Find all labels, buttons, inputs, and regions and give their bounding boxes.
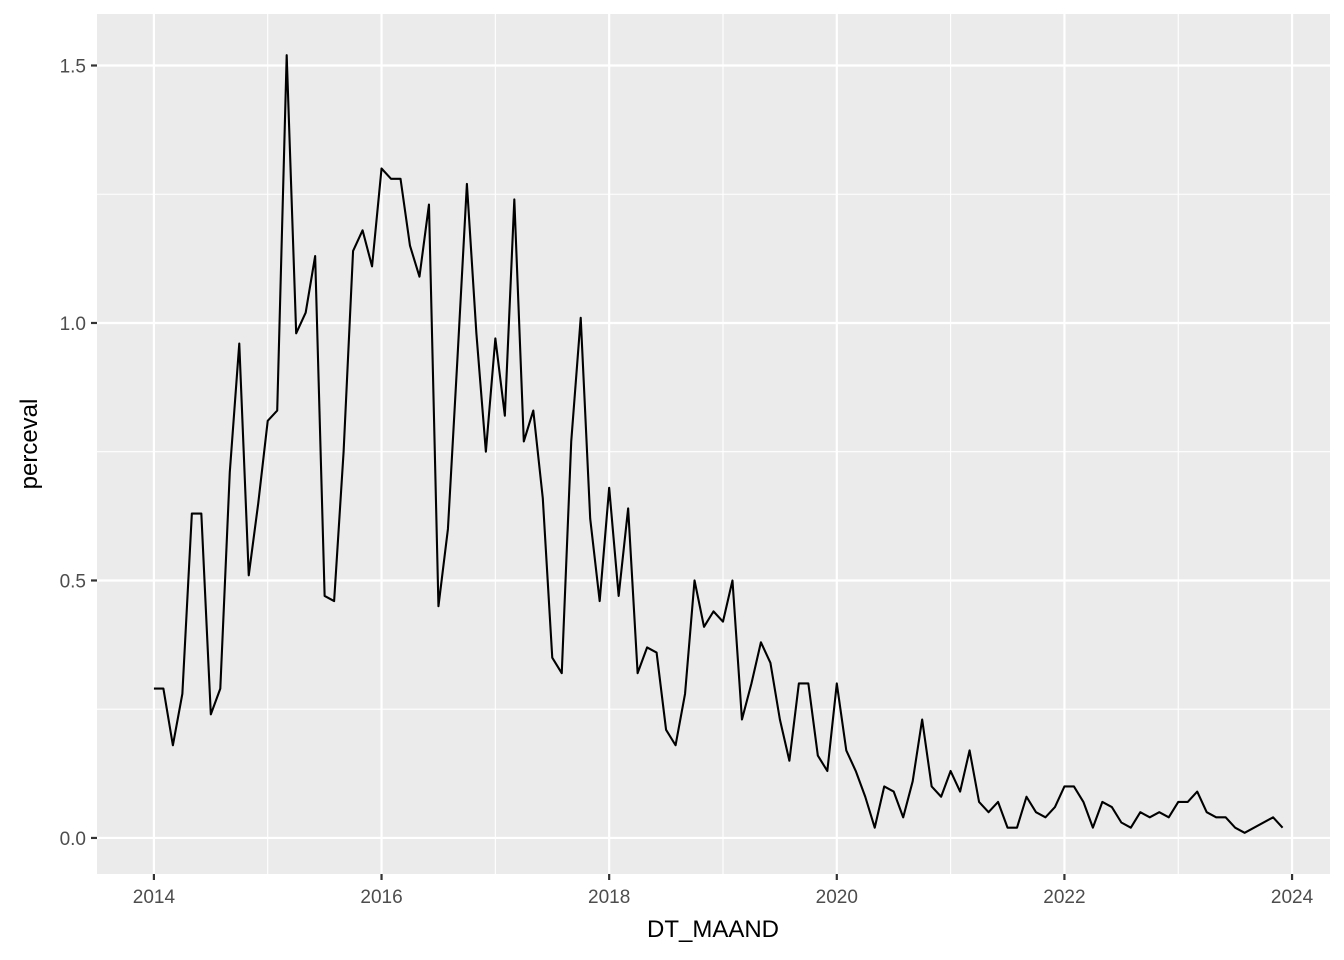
x-axis-ticks: 2014 2016 2018 2020 2022 2024: [133, 874, 1314, 908]
x-axis-title: DT_MAAND: [647, 916, 779, 943]
y-tick-label: 1.5: [60, 56, 86, 77]
x-tick-label: 2016: [360, 887, 402, 908]
x-tick-label: 2024: [1271, 887, 1314, 908]
plot-panel: [97, 14, 1330, 874]
x-tick-label: 2020: [816, 887, 858, 908]
y-tick-label: 0.5: [60, 571, 86, 592]
y-axis-title: perceval: [16, 399, 43, 490]
y-tick-label: 1.0: [60, 314, 86, 335]
x-tick-label: 2022: [1043, 887, 1085, 908]
y-tick-label: 0.0: [60, 829, 86, 850]
y-axis-ticks: 0.0 0.5 1.0 1.5: [60, 56, 97, 850]
x-tick-label: 2018: [588, 887, 630, 908]
x-tick-label: 2014: [133, 887, 176, 908]
series-line: [153, 54, 1284, 834]
major-gridlines: [97, 14, 1330, 874]
minor-gridlines: [97, 14, 1330, 874]
